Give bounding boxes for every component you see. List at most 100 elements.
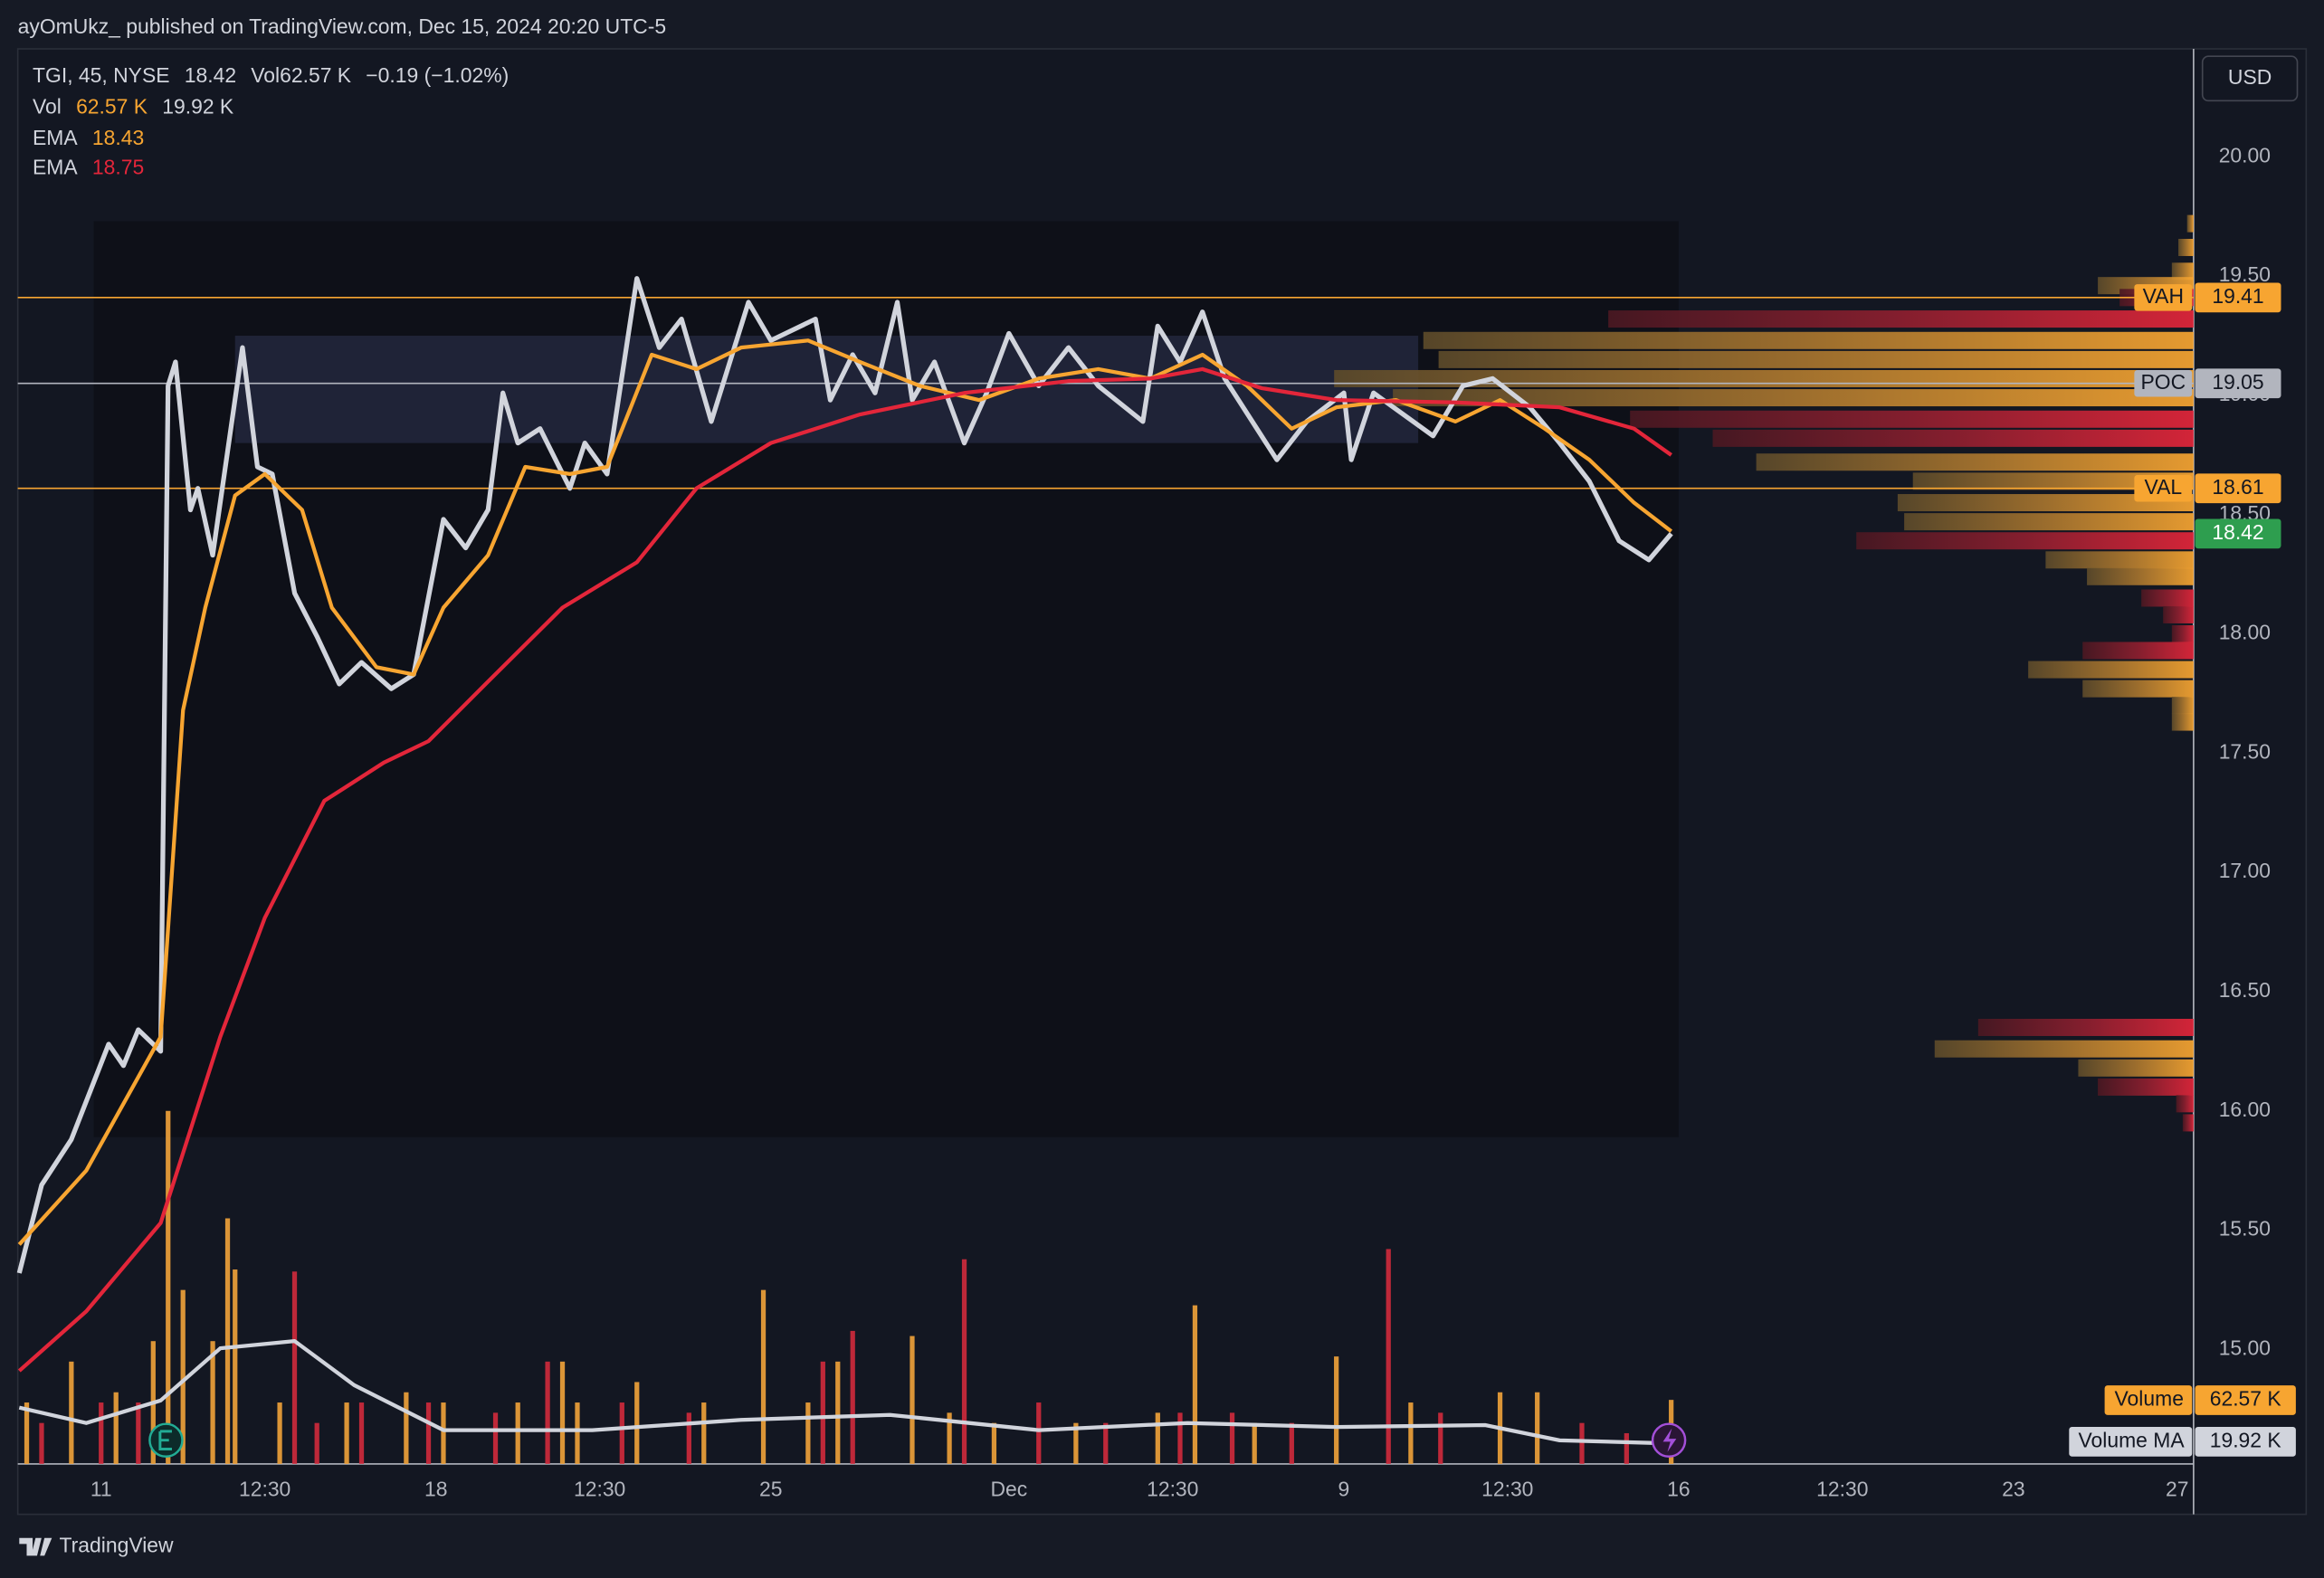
x-tick-label: 25	[759, 1477, 782, 1500]
profile-row	[2176, 1095, 2194, 1113]
volume-bar	[404, 1392, 409, 1464]
currency-button[interactable]	[2201, 55, 2299, 102]
volume-bar	[314, 1422, 319, 1464]
profile-row	[1904, 513, 2194, 531]
y-tick-label: 17.50	[2219, 739, 2271, 763]
volume-name-tag	[2104, 1385, 2193, 1415]
volume-bar	[136, 1402, 141, 1464]
volume-bar	[1192, 1305, 1198, 1464]
legend-volume: Vol 62.57 K 19.92 K	[33, 95, 234, 119]
volume-bar	[233, 1269, 238, 1464]
y-tick-label: 16.50	[2219, 978, 2271, 1002]
volume-bar	[69, 1361, 74, 1464]
volume-bar	[441, 1402, 446, 1464]
volume-bar	[515, 1402, 520, 1464]
level-name: POC	[2140, 370, 2186, 394]
volume-bar	[425, 1402, 432, 1464]
volume-bar	[1289, 1422, 1294, 1464]
volume-bar	[344, 1402, 349, 1464]
profile-row	[2098, 1078, 2194, 1096]
volume-name-tag	[2069, 1426, 2193, 1457]
volume-name: Volume	[2115, 1387, 2184, 1411]
x-tick-label: Dec	[990, 1477, 1027, 1500]
last-price-tag	[2195, 518, 2281, 549]
profile-row	[1756, 453, 2194, 471]
level-value: 18.61	[2212, 475, 2263, 499]
x-tick-label: 11	[90, 1477, 112, 1500]
x-tick-label: 12:30	[239, 1477, 290, 1500]
profile-row	[1423, 331, 2194, 349]
profile-row	[1438, 350, 2194, 368]
volume-bar	[224, 1218, 231, 1464]
volume-value: 19.92 K	[2210, 1428, 2282, 1451]
legend-vol-caption: Vol	[251, 63, 280, 87]
legend-change: −0.19 (−1.02%)	[366, 63, 509, 87]
legend-ema-name: EMA	[33, 156, 78, 179]
volume-bar	[961, 1259, 967, 1464]
volume-bar	[291, 1271, 298, 1464]
level-name: VAH	[2143, 284, 2184, 308]
level-value-tag	[2195, 473, 2281, 504]
profile-row	[1934, 1040, 2194, 1058]
profile-row	[2028, 661, 2194, 679]
profile-row	[2045, 551, 2194, 569]
series-line	[16, 276, 1673, 1274]
volume-bar	[1408, 1402, 1414, 1464]
volume-bar	[1252, 1422, 1257, 1464]
volume-bar	[1624, 1432, 1629, 1464]
volume-value-tag	[2195, 1426, 2296, 1457]
volume-bar	[760, 1289, 767, 1464]
level-tag	[2134, 474, 2193, 502]
volume-value-tag	[2195, 1385, 2296, 1415]
legend-ema-value: 18.43	[92, 126, 144, 149]
volume-bar	[910, 1336, 915, 1464]
y-tick-label: 20.00	[2219, 143, 2271, 166]
volume-bar	[113, 1392, 119, 1464]
volume-value: 62.57 K	[2210, 1387, 2282, 1411]
volume-bar	[686, 1412, 691, 1464]
profile-row	[1977, 1018, 2194, 1036]
legend-ema-name: EMA	[33, 126, 78, 149]
legend-ema-fast: EMA 18.43	[33, 126, 144, 149]
volume-bar	[545, 1361, 550, 1464]
level-value-tag	[2195, 368, 2281, 399]
profile-row	[1912, 472, 2194, 490]
volume-bar	[575, 1402, 580, 1464]
volume-bar	[1036, 1402, 1042, 1464]
profile-row	[2163, 605, 2194, 623]
profile-row	[2171, 713, 2194, 731]
profile-row	[2182, 1114, 2194, 1132]
level-value: 19.41	[2212, 284, 2263, 308]
legend-last: 18.42	[185, 63, 236, 87]
y-tick-label: 15.00	[2219, 1336, 2271, 1359]
volume-bar	[99, 1402, 104, 1464]
volume-bar	[210, 1341, 215, 1464]
series-line	[17, 366, 1672, 1373]
profile-row	[1856, 532, 2194, 550]
volume-bar	[1155, 1412, 1160, 1464]
volume-bar	[166, 1110, 171, 1464]
level-tag	[2134, 284, 2193, 311]
volume-bar	[492, 1412, 499, 1464]
profile-row	[2087, 567, 2194, 585]
x-tick-label: 27	[2166, 1477, 2188, 1500]
volume-bar	[947, 1412, 952, 1464]
legend-line: TGI, 45, NYSE 18.42 Vol62.57 K −0.19 (−1…	[33, 63, 509, 87]
y-tick-label: 17.00	[2219, 859, 2271, 882]
volume-bar	[820, 1361, 825, 1464]
dividend-icon	[1651, 1422, 1687, 1458]
profile-row	[1608, 310, 2194, 328]
level-value: 19.05	[2212, 370, 2263, 394]
level-value-tag	[2195, 282, 2281, 313]
volume-bar	[1229, 1412, 1235, 1464]
legend-ema-slow: EMA 18.75	[33, 156, 144, 179]
legend-volume-name: Vol	[33, 95, 62, 119]
profile-row	[2178, 238, 2194, 256]
y-tick-label: 18.00	[2219, 621, 2271, 644]
y-tick-label: 15.50	[2219, 1217, 2271, 1241]
currency[interactable]: USD	[2228, 65, 2272, 89]
plot	[16, 214, 2194, 1464]
y-tick-label: 19.50	[2219, 262, 2271, 286]
